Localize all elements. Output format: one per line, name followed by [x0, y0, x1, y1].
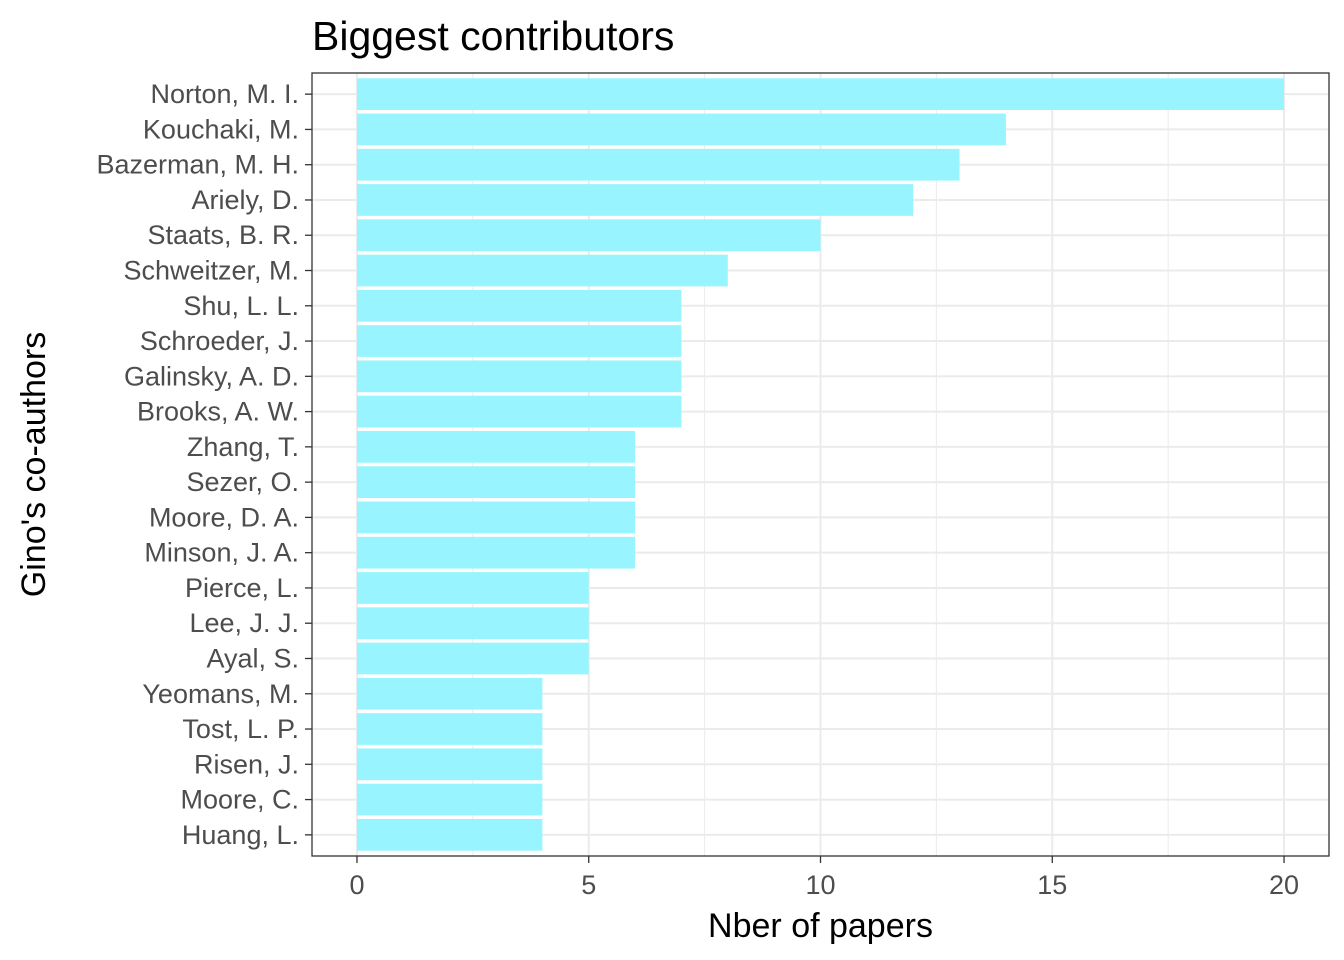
y-tick-label: Risen, J. [194, 749, 299, 779]
bar [356, 430, 636, 463]
bar [356, 748, 543, 781]
y-tick-label: Bazerman, M. H. [96, 150, 299, 180]
bar [356, 818, 543, 851]
y-tick-label: Lee, J. J. [189, 608, 299, 638]
x-axis-title: Nber of papers [708, 907, 933, 945]
bar [356, 572, 589, 604]
bar [356, 395, 682, 428]
y-tick-label: Ayal, S. [206, 643, 299, 673]
bar [356, 289, 682, 322]
y-tick-label: Moore, C. [180, 785, 299, 815]
x-tick-label: 15 [1037, 870, 1067, 900]
y-tick-label: Pierce, L. [185, 573, 299, 603]
y-tick-label: Kouchaki, M. [143, 114, 299, 144]
x-axis: 0 5 10 15 20 [349, 856, 1299, 900]
bar [356, 360, 682, 393]
y-tick-label: Ariely, D. [191, 185, 299, 215]
bar [356, 148, 960, 181]
x-tick-label: 20 [1269, 870, 1299, 900]
y-tick-label: Moore, D. A. [149, 502, 299, 532]
y-tick-label: Brooks, A. W. [137, 397, 299, 427]
bar [356, 783, 543, 816]
y-tick-label: Minson, J. A. [144, 538, 299, 568]
x-tick-label: 0 [349, 870, 364, 900]
bar [356, 78, 1285, 111]
bar [356, 677, 543, 710]
bar [356, 254, 728, 287]
y-tick-label: Norton, M. I. [150, 79, 299, 109]
bars [356, 78, 1285, 851]
y-axis-title: Gino's co-authors [15, 332, 53, 597]
x-tick-label: 10 [805, 870, 835, 900]
bar [356, 219, 821, 252]
bar [356, 501, 636, 534]
y-tick-label: Zhang, T. [187, 432, 299, 462]
y-axis: Norton, M. I. Kouchaki, M. Bazerman, M. H.… [96, 79, 312, 850]
bar [356, 113, 1006, 146]
y-tick-label: Staats, B. R. [147, 220, 299, 250]
y-tick-label: Huang, L. [182, 820, 299, 850]
bar [356, 466, 636, 499]
x-tick-label: 5 [581, 870, 596, 900]
bar [356, 184, 914, 216]
y-tick-label: Schweitzer, M. [123, 256, 299, 286]
chart-title: Biggest contributors [312, 13, 674, 59]
y-tick-label: Schroeder, J. [140, 326, 299, 356]
y-tick-label: Tost, L. P. [182, 714, 299, 744]
bar [356, 642, 589, 675]
y-tick-label: Sezer, O. [186, 467, 299, 497]
bar [356, 713, 543, 745]
bar [356, 325, 682, 357]
bar [356, 607, 589, 640]
y-tick-label: Yeomans, M. [142, 679, 299, 709]
y-tick-label: Shu, L. L. [183, 291, 299, 321]
bar [356, 536, 636, 569]
y-tick-label: Galinsky, A. D. [124, 361, 299, 391]
